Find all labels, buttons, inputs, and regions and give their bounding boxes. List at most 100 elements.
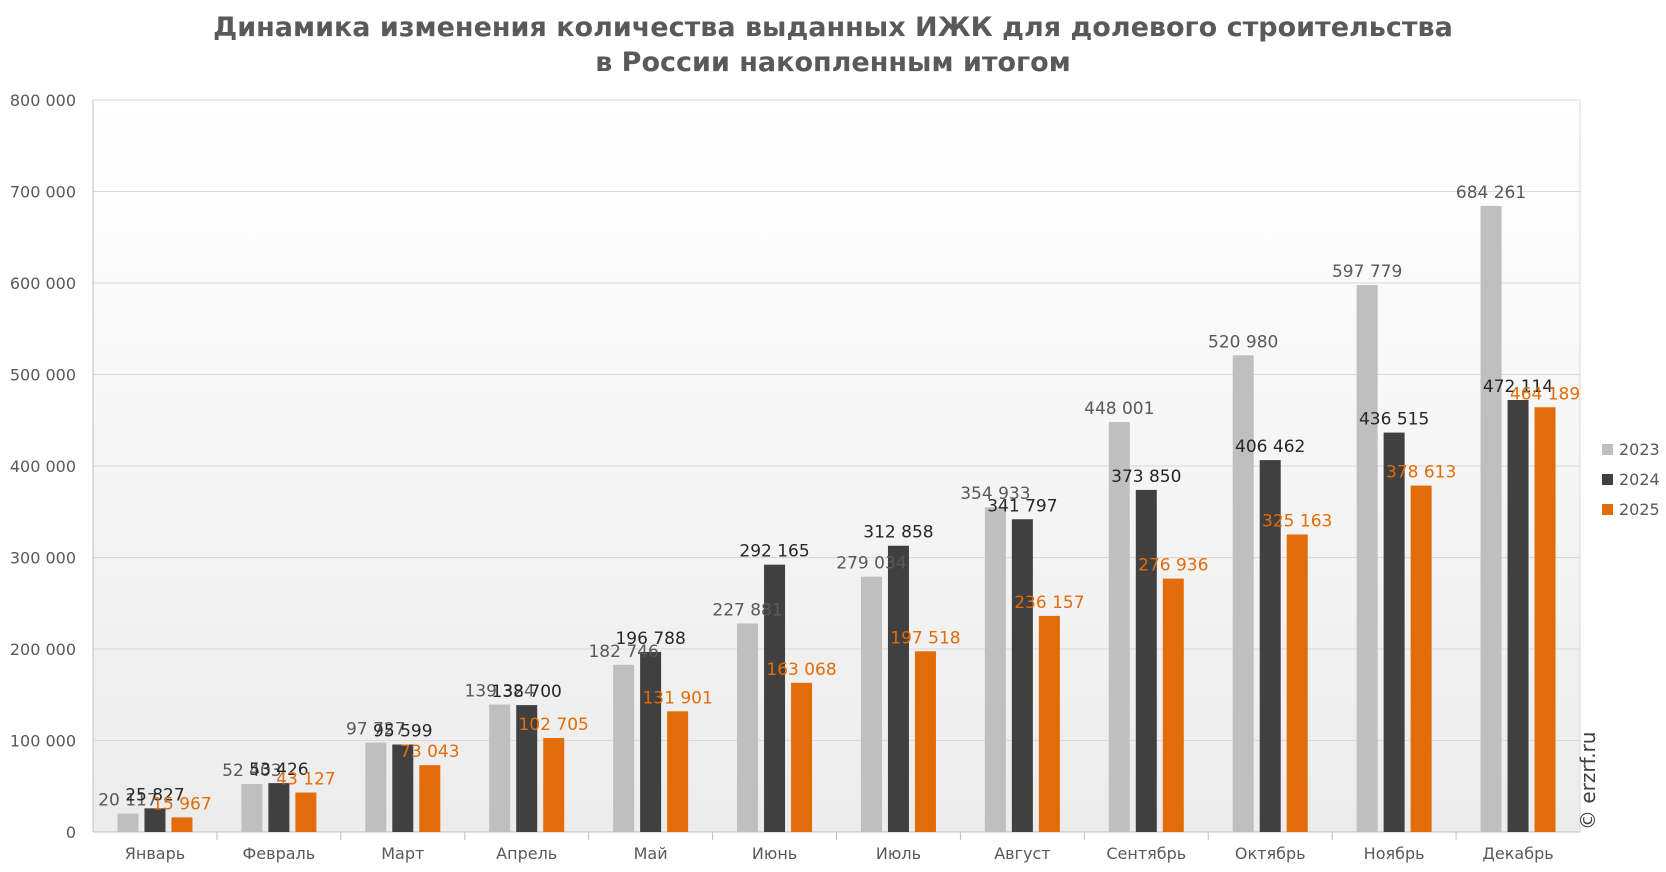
data-label-2024: 138 700 [492, 682, 562, 702]
data-label-2023: 20 117 [98, 791, 157, 811]
bar-2024 [392, 744, 414, 832]
x-tick-label: Июль [876, 844, 921, 863]
data-label-2025: 325 163 [1262, 511, 1332, 531]
data-label-2024: 373 850 [1111, 467, 1181, 487]
data-label-2024: 196 788 [615, 629, 685, 649]
data-label-2023: 52 403 [222, 761, 281, 781]
bar-2025 [295, 792, 317, 832]
x-tick-label: Январь [125, 844, 185, 863]
bar-2025 [171, 817, 193, 832]
bar-2025 [1410, 485, 1432, 832]
bar-2025 [791, 682, 813, 832]
data-label-2024: 95 599 [373, 722, 432, 742]
legend-swatch-2024 [1602, 473, 1613, 485]
bar-2023 [489, 704, 511, 832]
data-label-2023: 139 324 [465, 682, 535, 702]
bar-2024 [144, 808, 166, 832]
bar-2025 [1038, 615, 1060, 832]
y-tick-label: 600 000 [10, 274, 76, 293]
bar-2024 [516, 705, 538, 832]
data-label-2023: 227 881 [712, 600, 782, 620]
legend-swatch-2023 [1602, 443, 1613, 455]
x-tick-label: Апрель [496, 844, 557, 863]
legend-swatch-2025 [1602, 503, 1613, 515]
x-tick-label: Май [634, 844, 668, 863]
data-label-2024: 341 797 [987, 496, 1057, 516]
bar-2024 [1011, 519, 1033, 832]
data-label-2025: 378 613 [1386, 463, 1456, 483]
y-tick-label: 700 000 [10, 183, 76, 202]
legend-item-2023: 2023 [1602, 434, 1660, 464]
x-tick-label: Июнь [752, 844, 797, 863]
data-label-2025: 43 127 [276, 770, 335, 790]
bar-2025 [667, 711, 689, 832]
chart-legend: 2023 2024 2025 [1602, 434, 1660, 524]
data-label-2025: 15 967 [152, 794, 211, 814]
data-label-2023: 279 034 [836, 554, 906, 574]
bar-2023 [1480, 205, 1502, 832]
x-tick-label: Ноябрь [1364, 844, 1425, 863]
bar-2023 [737, 623, 759, 832]
y-tick-label: 200 000 [10, 640, 76, 659]
data-label-2024: 292 165 [739, 542, 809, 562]
legend-label-2025: 2025 [1619, 499, 1660, 519]
data-label-2025: 163 068 [766, 660, 836, 680]
data-label-2023: 684 261 [1456, 183, 1526, 203]
y-tick-label: 500 000 [10, 366, 76, 385]
data-label-2024: 472 114 [1483, 377, 1553, 397]
data-label-2023: 597 779 [1332, 262, 1402, 282]
x-tick-label: Февраль [243, 844, 316, 863]
data-label-2023: 448 001 [1084, 399, 1154, 419]
bar-2024 [1507, 400, 1529, 832]
y-tick-label: 100 000 [10, 732, 76, 751]
data-label-2025: 197 518 [890, 628, 960, 648]
bar-2023 [1356, 285, 1378, 832]
y-tick-label: 0 [66, 823, 76, 842]
data-label-2025: 276 936 [1138, 556, 1208, 576]
x-tick-label: Декабрь [1482, 844, 1553, 863]
legend-label-2023: 2023 [1619, 439, 1660, 459]
data-label-2024: 436 515 [1359, 410, 1429, 430]
data-label-2025: 464 189 [1510, 384, 1580, 404]
data-label-2025: 236 157 [1014, 593, 1084, 613]
bar-2025 [1286, 534, 1308, 832]
bar-2024 [1383, 432, 1405, 832]
data-label-2024: 53 426 [249, 760, 308, 780]
bar-2023 [984, 507, 1006, 832]
bar-2023 [1108, 422, 1130, 832]
bar-2024 [887, 545, 909, 832]
bar-2024 [268, 783, 290, 832]
data-label-2024: 25 827 [125, 785, 184, 805]
x-tick-label: Март [381, 844, 424, 863]
data-label-2023: 182 746 [588, 642, 658, 662]
bar-2023 [860, 576, 882, 832]
data-label-2024: 312 858 [863, 523, 933, 543]
data-label-2024: 406 462 [1235, 437, 1305, 457]
data-label-2023: 97 727 [346, 720, 405, 740]
bar-2025 [1534, 407, 1556, 832]
data-label-2025: 102 705 [519, 715, 589, 735]
bar-2023 [241, 784, 263, 832]
data-label-2025: 73 043 [400, 742, 459, 762]
x-tick-label: Октябрь [1235, 844, 1306, 863]
bar-2024 [764, 564, 786, 832]
legend-item-2025: 2025 [1602, 494, 1660, 524]
y-tick-label: 300 000 [10, 549, 76, 568]
bar-2024 [1135, 489, 1157, 832]
bar-2025 [419, 765, 441, 832]
bar-2025 [543, 738, 565, 832]
y-tick-label: 800 000 [10, 91, 76, 110]
x-tick-label: Сентябрь [1106, 844, 1186, 863]
bar-2023 [365, 742, 387, 832]
x-tick-label: Август [994, 844, 1050, 863]
bar-2023 [613, 664, 635, 832]
bar-2025 [914, 651, 936, 832]
legend-label-2024: 2024 [1619, 469, 1660, 489]
data-label-2025: 131 901 [642, 688, 712, 708]
bar-2023 [117, 813, 139, 832]
chart-subtitle: в России накопленным итогом [595, 47, 1071, 78]
bar-2024 [1259, 460, 1281, 832]
data-label-2023: 354 933 [960, 484, 1030, 504]
